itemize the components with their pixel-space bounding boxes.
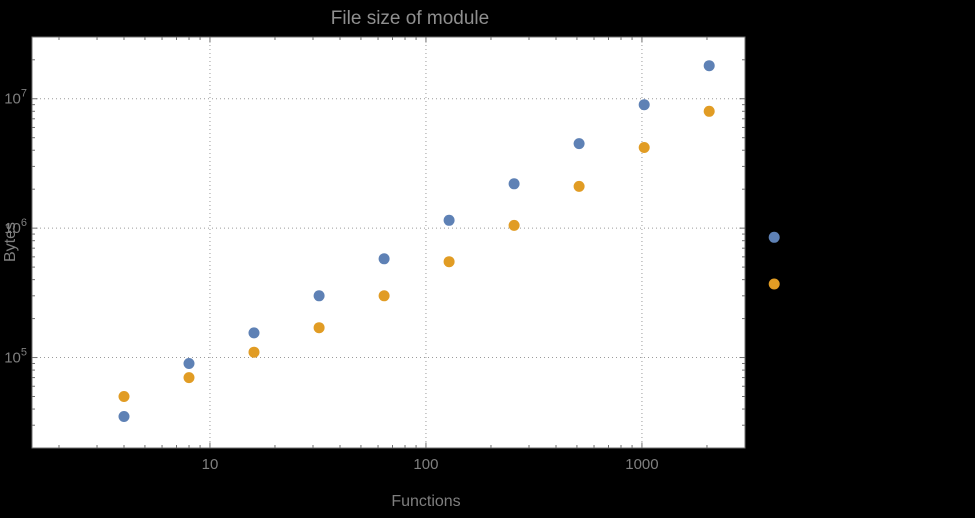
data-point [768, 278, 780, 290]
data-point [118, 391, 130, 402]
data-point [573, 180, 585, 192]
data-point [768, 231, 780, 243]
data-point [378, 253, 390, 265]
y-tick-label: 105 [4, 347, 27, 367]
data-point [183, 372, 195, 384]
data-point [638, 99, 650, 111]
series-orange [118, 105, 780, 402]
data-point [443, 214, 455, 226]
data-point [248, 327, 260, 339]
data-point [313, 290, 325, 302]
y-axis-label: Bytes [2, 222, 19, 262]
y-tick-label: 107 [4, 88, 27, 108]
data-point [573, 138, 585, 150]
data-point [248, 346, 260, 358]
data-point [443, 256, 455, 268]
data-point [183, 358, 195, 369]
plot-frame [31, 36, 746, 449]
data-point [313, 322, 325, 334]
data-point [508, 219, 520, 231]
data-point [638, 142, 650, 153]
series-blue [118, 60, 780, 422]
chart-title: File size of module [331, 8, 489, 29]
x-axis-label: Functions [391, 493, 460, 510]
data-point [703, 105, 715, 117]
y-tick-label: 106 [4, 217, 27, 237]
x-tick-label: 1000 [625, 456, 658, 473]
data-point [508, 178, 520, 190]
x-tick-label: 10 [202, 456, 219, 473]
data-point [118, 411, 130, 422]
x-tick-label: 100 [413, 456, 438, 473]
data-point [378, 290, 390, 302]
plot-area [32, 37, 745, 448]
data-point [703, 60, 715, 72]
plot-layers: 10 100 1000 105 106 107 [4, 36, 780, 473]
